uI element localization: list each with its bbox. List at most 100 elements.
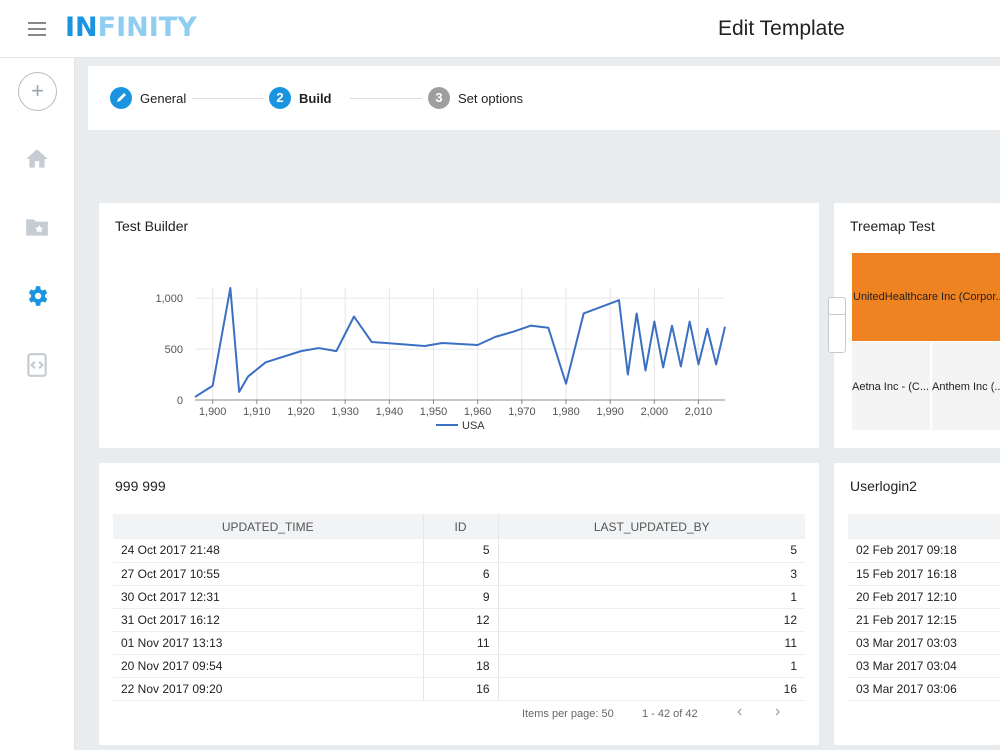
x-tick-label: 1,930 bbox=[331, 406, 359, 418]
logo-in-text: IN bbox=[65, 12, 98, 43]
data-point[interactable] bbox=[476, 343, 480, 347]
card-title: Userlogin2 bbox=[850, 478, 917, 494]
table-cell: 15 Feb 2017 16:18 bbox=[848, 562, 1000, 586]
data-point[interactable] bbox=[626, 373, 630, 377]
data-point[interactable] bbox=[334, 349, 338, 353]
data-point[interactable] bbox=[652, 320, 656, 324]
table-row[interactable]: 02 Feb 2017 09:18 bbox=[848, 539, 1000, 563]
table-row[interactable]: 21 Feb 2017 12:15 bbox=[848, 608, 1000, 632]
data-point[interactable] bbox=[714, 362, 718, 366]
data-point[interactable] bbox=[546, 326, 550, 330]
table-row[interactable]: 22 Nov 2017 09:20 16 16 bbox=[113, 677, 805, 701]
table-row[interactable]: 03 Mar 2017 03:06 bbox=[848, 677, 1000, 701]
data-point[interactable] bbox=[299, 349, 303, 353]
data-point[interactable] bbox=[705, 327, 709, 331]
table-cell: 24 Oct 2017 21:48 bbox=[113, 539, 424, 563]
card-title: Test Builder bbox=[115, 218, 189, 234]
menu-icon[interactable] bbox=[28, 22, 46, 36]
table-cell: 1 bbox=[498, 585, 805, 609]
column-header[interactable]: ID bbox=[423, 514, 499, 539]
step-connector bbox=[192, 98, 264, 99]
x-tick-label: 2,000 bbox=[641, 406, 669, 418]
column-header[interactable]: UPDATED_TIME bbox=[113, 514, 424, 539]
data-point[interactable] bbox=[352, 315, 356, 319]
x-tick-label: 1,980 bbox=[552, 406, 580, 418]
treemap-cell[interactable]: UnitedHealthcare Inc (Corpor... bbox=[852, 253, 1000, 341]
data-point[interactable] bbox=[264, 360, 268, 364]
table-row[interactable]: 27 Oct 2017 10:55 6 3 bbox=[113, 562, 805, 586]
table-row[interactable]: 01 Nov 2017 13:13 11 11 bbox=[113, 631, 805, 655]
data-point[interactable] bbox=[679, 364, 683, 368]
table-cell: 16 bbox=[498, 677, 805, 701]
step-connector bbox=[350, 98, 422, 99]
data-point[interactable] bbox=[440, 341, 444, 345]
items-per-page[interactable]: Items per page: 50 bbox=[522, 708, 614, 720]
table-cell: 12 bbox=[498, 608, 805, 632]
series-line-usa[interactable] bbox=[194, 287, 726, 398]
data-point[interactable] bbox=[529, 324, 533, 328]
data-point[interactable] bbox=[193, 395, 197, 399]
data-point[interactable] bbox=[211, 384, 215, 388]
table-cell: 22 Nov 2017 09:20 bbox=[113, 677, 424, 701]
table-row[interactable]: 03 Mar 2017 03:03 bbox=[848, 631, 1000, 655]
toggle-knob[interactable] bbox=[828, 297, 846, 315]
test-builder-card[interactable]: Test Builder 0 500 1,000 1,900 1,910 1,920 1,9… bbox=[99, 203, 819, 448]
stepper: General 2 Build 3 Set options bbox=[88, 66, 1000, 130]
column-header[interactable] bbox=[848, 514, 1000, 539]
data-point[interactable] bbox=[458, 342, 462, 346]
home-icon[interactable] bbox=[24, 146, 50, 172]
code-icon[interactable] bbox=[24, 352, 50, 378]
column-header[interactable]: LAST_UPDATED_BY bbox=[498, 514, 805, 539]
treemap-cell[interactable]: Anthem Inc (... bbox=[932, 342, 1000, 430]
folder-star-icon[interactable] bbox=[24, 214, 50, 240]
data-point[interactable] bbox=[564, 382, 568, 386]
data-point[interactable] bbox=[723, 325, 727, 329]
data-point[interactable] bbox=[228, 286, 232, 290]
gear-icon[interactable] bbox=[24, 283, 50, 309]
data-point[interactable] bbox=[511, 330, 515, 334]
data-point[interactable] bbox=[644, 368, 648, 372]
table-row[interactable]: 31 Oct 2017 16:12 12 12 bbox=[113, 608, 805, 632]
x-tick-label: 1,990 bbox=[596, 406, 624, 418]
prev-page-icon[interactable]: ‹ bbox=[737, 703, 743, 720]
data-point[interactable] bbox=[617, 298, 621, 302]
x-tick-label: 1,970 bbox=[508, 406, 536, 418]
panel-scroll-toggle[interactable] bbox=[828, 297, 846, 353]
step-set-options[interactable]: 3 Set options bbox=[428, 87, 523, 109]
table-row[interactable]: 03 Mar 2017 03:04 bbox=[848, 654, 1000, 678]
table-cell: 20 Feb 2017 12:10 bbox=[848, 585, 1000, 609]
data-point[interactable] bbox=[670, 324, 674, 328]
add-button[interactable]: + bbox=[18, 72, 57, 111]
data-point[interactable] bbox=[661, 365, 665, 369]
data-point[interactable] bbox=[582, 311, 586, 315]
step-build[interactable]: 2 Build bbox=[269, 87, 332, 109]
data-point[interactable] bbox=[370, 340, 374, 344]
data-table: 02 Feb 2017 09:18 15 Feb 2017 16:18 20 Feb… bbox=[848, 514, 1000, 701]
data-point[interactable] bbox=[635, 311, 639, 315]
table-row[interactable]: 20 Nov 2017 09:54 18 1 bbox=[113, 654, 805, 678]
data-point[interactable] bbox=[697, 362, 701, 366]
data-point[interactable] bbox=[423, 344, 427, 348]
app-logo[interactable]: INFINITY bbox=[65, 12, 197, 43]
table-cell: 18 bbox=[423, 654, 499, 678]
data-point[interactable] bbox=[688, 320, 692, 324]
data-point[interactable] bbox=[246, 375, 250, 379]
table-row[interactable]: 30 Oct 2017 12:31 9 1 bbox=[113, 585, 805, 609]
treemap-card[interactable]: Treemap Test UnitedHealthcare Inc (Corpo… bbox=[834, 203, 1000, 448]
table-cell: 31 Oct 2017 16:12 bbox=[113, 608, 424, 632]
page-title: Edit Template bbox=[718, 17, 845, 40]
treemap-cell[interactable]: Aetna Inc - (C... bbox=[852, 342, 930, 430]
app-header: INFINITY Edit Template bbox=[0, 0, 1000, 58]
table-row[interactable]: 20 Feb 2017 12:10 bbox=[848, 585, 1000, 609]
next-page-icon[interactable]: › bbox=[775, 703, 781, 720]
data-point[interactable] bbox=[493, 335, 497, 339]
table-cell: 01 Nov 2017 13:13 bbox=[113, 631, 424, 655]
table-row[interactable]: 15 Feb 2017 16:18 bbox=[848, 562, 1000, 586]
step-label: Set options bbox=[458, 90, 524, 106]
table-row[interactable]: 24 Oct 2017 21:48 5 5 bbox=[113, 539, 805, 563]
step-label: Build bbox=[299, 90, 332, 106]
data-point[interactable] bbox=[237, 390, 241, 394]
legend-label[interactable]: USA bbox=[462, 420, 485, 432]
step-general[interactable]: General bbox=[110, 87, 186, 109]
data-point[interactable] bbox=[317, 346, 321, 350]
